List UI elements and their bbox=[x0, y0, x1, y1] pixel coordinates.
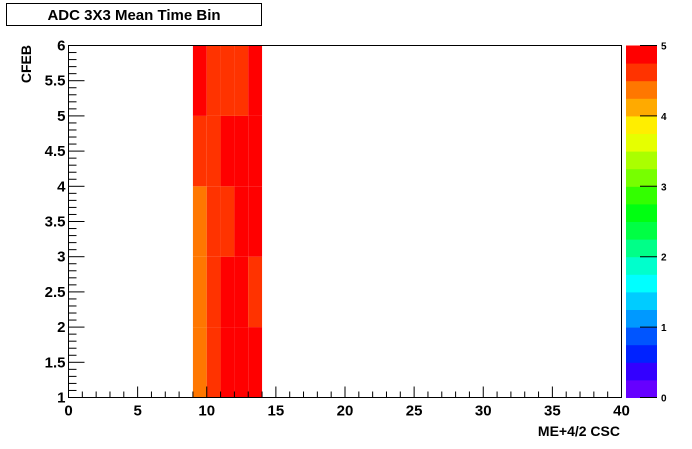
colorbar-tick-label: 5 bbox=[661, 42, 667, 53]
colorbar-swatch bbox=[626, 115, 657, 134]
heatmap-cell bbox=[206, 256, 221, 328]
colorbar-swatch bbox=[626, 379, 657, 398]
x-tick-label: 10 bbox=[198, 403, 215, 420]
colorbar-tick-label: 3 bbox=[661, 182, 667, 193]
colorbar-swatch bbox=[626, 98, 657, 117]
heatmap-cell bbox=[248, 186, 263, 257]
y-tick-label: 5 bbox=[57, 108, 65, 125]
heatmap-cell bbox=[206, 115, 221, 187]
y-tick-label: 4.5 bbox=[45, 143, 66, 160]
x-tick-label: 5 bbox=[133, 403, 141, 420]
heatmap-cell bbox=[248, 115, 263, 187]
y-tick-label: 2 bbox=[57, 319, 65, 336]
x-tick-label: 15 bbox=[268, 403, 285, 420]
chart-title: ADC 3X3 Mean Time Bin bbox=[47, 7, 220, 24]
colorbar-swatch bbox=[626, 221, 657, 240]
colorbar-swatch bbox=[626, 168, 657, 187]
colorbar-tick-label: 4 bbox=[661, 112, 667, 123]
heatmap-cell bbox=[234, 186, 249, 257]
x-tick-label: 30 bbox=[475, 403, 492, 420]
plot-frame bbox=[68, 45, 622, 398]
heatmap-cell bbox=[234, 327, 249, 398]
x-axis-label: ME+4/2 CSC bbox=[538, 423, 620, 439]
y-tick-label: 1.5 bbox=[45, 354, 66, 371]
heatmap-cell bbox=[234, 45, 249, 116]
colorbar-swatch bbox=[626, 239, 657, 258]
colorbar-swatch bbox=[626, 80, 657, 99]
heatmap-cell bbox=[248, 256, 263, 328]
colorbar-swatch bbox=[626, 203, 657, 222]
colorbar-swatch bbox=[626, 151, 657, 170]
colorbar-swatch bbox=[626, 133, 657, 152]
heatmap-cell bbox=[206, 327, 221, 398]
colorbar-swatch bbox=[626, 186, 657, 205]
title-box bbox=[6, 3, 262, 26]
heatmap-cell bbox=[192, 45, 207, 116]
y-tick-label: 3 bbox=[57, 249, 65, 266]
x-tick-label: 20 bbox=[337, 403, 354, 420]
y-tick-label: 1 bbox=[57, 390, 65, 407]
heatmap-cell bbox=[220, 327, 235, 398]
colorbar-swatch bbox=[626, 344, 657, 363]
heatmap-cell bbox=[234, 256, 249, 328]
heatmap-cell bbox=[192, 256, 207, 328]
y-tick-label: 5.5 bbox=[45, 73, 66, 90]
colorbar-swatch bbox=[626, 256, 657, 275]
colorbar-tick-label: 2 bbox=[661, 253, 667, 264]
y-tick-label: 3.5 bbox=[45, 214, 66, 231]
y-tick-label: 6 bbox=[57, 38, 65, 55]
colorbar-swatch bbox=[626, 327, 657, 346]
y-tick-label: 2.5 bbox=[45, 284, 66, 301]
heatmap-cell bbox=[192, 186, 207, 257]
heatmap-cell bbox=[206, 186, 221, 257]
x-tick-label: 35 bbox=[544, 403, 561, 420]
heatmap-cell bbox=[206, 45, 221, 116]
colorbar-tick-label: 0 bbox=[661, 394, 667, 405]
y-tick-label: 4 bbox=[57, 178, 66, 195]
x-tick-label: 25 bbox=[406, 403, 423, 420]
x-tick-label: 40 bbox=[613, 403, 630, 420]
colorbar-swatch bbox=[626, 362, 657, 381]
heatmap-cell bbox=[192, 327, 207, 398]
heatmap-cell bbox=[248, 45, 263, 116]
colorbar-swatch bbox=[626, 309, 657, 328]
heatmap-cell bbox=[220, 186, 235, 257]
heatmap-cell bbox=[220, 45, 235, 116]
colorbar-swatch bbox=[626, 291, 657, 310]
x-tick-label: 0 bbox=[64, 403, 72, 420]
heatmap-cell bbox=[220, 256, 235, 328]
heatmap-cell bbox=[234, 115, 249, 187]
colorbar-tick-label: 1 bbox=[661, 323, 667, 334]
heatmap-cell bbox=[220, 115, 235, 187]
colorbar-swatch bbox=[626, 274, 657, 293]
colorbar-swatch bbox=[626, 45, 657, 64]
y-axis-label: CFEB bbox=[18, 45, 34, 83]
heatmap-cell bbox=[248, 327, 263, 398]
colorbar-swatch bbox=[626, 63, 657, 82]
heatmap-cell bbox=[192, 115, 207, 187]
